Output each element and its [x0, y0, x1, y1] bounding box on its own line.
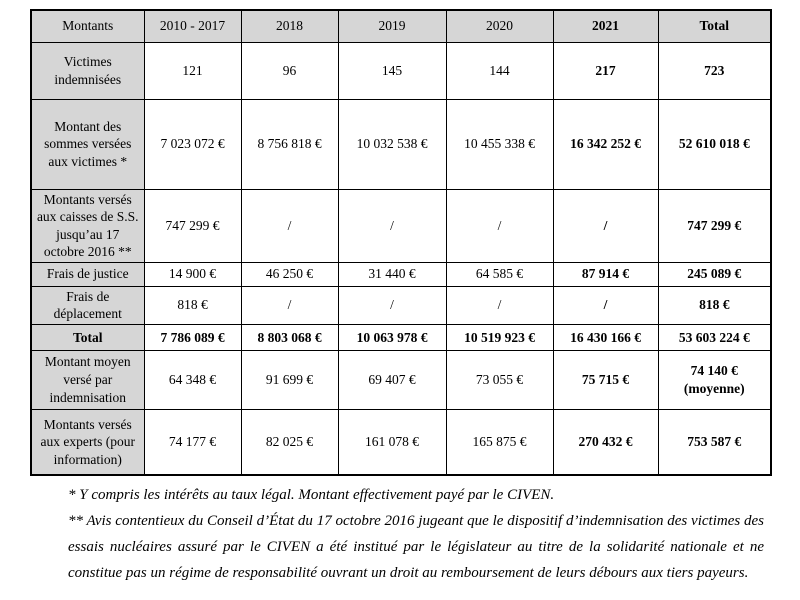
table-cell: 7 786 089 €	[143, 323, 242, 351]
footnote-1: * Y compris les intérêts au taux légal. …	[68, 487, 555, 503]
table-cell: 747 299 €	[143, 188, 242, 263]
table-cell: 69 407 €	[337, 349, 447, 410]
row-label: Frais de justice	[30, 261, 145, 287]
column-header: 2021	[552, 9, 659, 43]
table-cell: 64 348 €	[143, 349, 242, 410]
table-cell: 16 342 252 €	[552, 98, 659, 190]
table-row: Total 7 786 089 €8 803 068 €10 063 978 €1…	[30, 323, 772, 351]
table-cell: 753 587 €	[657, 408, 772, 476]
table-cell: 91 699 €	[240, 349, 339, 410]
row-label: Total	[30, 323, 145, 351]
table-cell: 74 177 €	[143, 408, 242, 476]
table-cell: /	[337, 285, 447, 325]
table-cell: 10 032 538 €	[337, 98, 447, 190]
column-header: 2010 - 2017	[143, 9, 242, 43]
table-cell: 165 875 €	[445, 408, 554, 476]
table-cell: 73 055 €	[445, 349, 554, 410]
table-cell: 16 430 166 €	[552, 323, 659, 351]
table-cell: 46 250 €	[240, 261, 339, 287]
table-cell: 74 140 € (moyenne)	[657, 349, 772, 410]
table-cell: 7 023 072 €	[143, 98, 242, 190]
table-row: Montants versés aux experts (pour inform…	[30, 408, 772, 476]
table-row: Victimes indemnisées 121 96 145 144 217 723	[30, 41, 772, 100]
table-cell: 723	[657, 41, 772, 100]
table-cell: /	[445, 285, 554, 325]
table-cell: 87 914 €	[552, 261, 659, 287]
table-cell: 14 900 €	[143, 261, 242, 287]
table-cell: 10 519 923 €	[445, 323, 554, 351]
table-row: Montants versés aux caisses de S.S. jusq…	[30, 188, 772, 263]
footnote-2: ** Avis contentieux du Conseil d’État du…	[68, 513, 764, 581]
table-cell: 161 078 €	[337, 408, 447, 476]
table-cell: 10 063 978 €	[337, 323, 447, 351]
table-cell: 31 440 €	[337, 261, 447, 287]
column-header: 2018	[240, 9, 339, 43]
table-cell: 217	[552, 41, 659, 100]
table-cell: 747 299 €	[657, 188, 772, 263]
row-label: Montants versés aux experts (pour inform…	[30, 408, 145, 476]
table-cell: 818 €	[657, 285, 772, 325]
table-cell: /	[240, 285, 339, 325]
table-cell: /	[445, 188, 554, 263]
footnotes-section: * Y compris les intérêts au taux légal. …	[68, 482, 764, 586]
table-cell: 270 432 €	[552, 408, 659, 476]
table-cell: /	[240, 188, 339, 263]
table-cell: 121	[143, 41, 242, 100]
table-cell: 75 715 €	[552, 349, 659, 410]
column-header: Montants	[30, 9, 145, 43]
table-cell: 10 455 338 €	[445, 98, 554, 190]
column-header: Total	[657, 9, 772, 43]
table-cell: /	[552, 285, 659, 325]
row-label: Victimes indemnisées	[30, 41, 145, 100]
table-cell: 96	[240, 41, 339, 100]
table-row: Montant moyen versé par indemnisation 64 …	[30, 349, 772, 410]
compensation-table: Montants 2010 - 2017 2018 2019 2020 2021 Total…	[30, 9, 772, 477]
row-label: Montant moyen versé par indemnisation	[30, 349, 145, 410]
table-cell: 53 603 224 €	[657, 323, 772, 351]
table-row: Frais de déplacement 818 € / / //818 €	[30, 285, 772, 325]
table-cell: 144	[445, 41, 554, 100]
table-cell: 245 089 €	[657, 261, 772, 287]
table-cell: 82 025 €	[240, 408, 339, 476]
column-header: 2020	[445, 9, 554, 43]
table-row: Montant des sommes versées aux victimes …	[30, 98, 772, 190]
table-cell: 52 610 018 €	[657, 98, 772, 190]
table-cell: 8 756 818 €	[240, 98, 339, 190]
row-label: Montant des sommes versées aux victimes …	[30, 98, 145, 190]
column-header: 2019	[337, 9, 447, 43]
table-cell: /	[552, 188, 659, 263]
table-cell: 145	[337, 41, 447, 100]
row-label: Frais de déplacement	[30, 285, 145, 325]
table-cell: /	[337, 188, 447, 263]
header-row: Montants 2010 - 2017 2018 2019 2020 2021 Total	[30, 9, 772, 43]
table-row: Frais de justice 14 900 €46 250 €31 440 €…	[30, 261, 772, 287]
table-cell: 818 €	[143, 285, 242, 325]
table-cell: 64 585 €	[445, 261, 554, 287]
table-body: Victimes indemnisées 121 96 145 144 217 723 Mon…	[30, 41, 772, 476]
table-cell: 8 803 068 €	[240, 323, 339, 351]
row-label: Montants versés aux caisses de S.S. jusq…	[30, 188, 145, 263]
